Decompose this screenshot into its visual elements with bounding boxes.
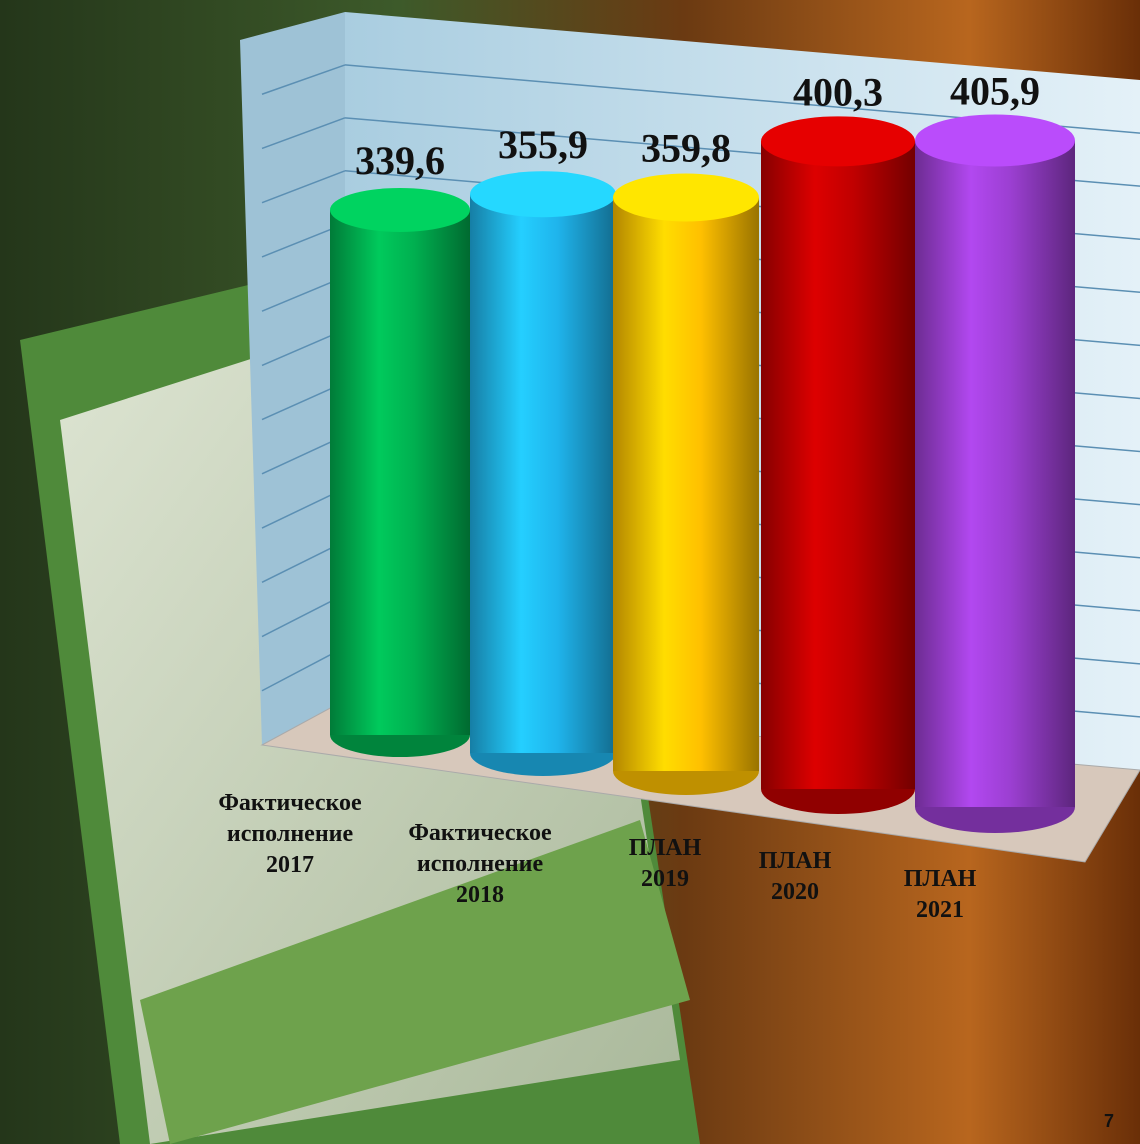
value-label: 355,9	[498, 122, 588, 167]
category-label: ПЛАН 2021	[830, 864, 1050, 926]
value-label: 339,6	[355, 138, 445, 183]
bar	[613, 197, 759, 771]
bar-top	[330, 188, 470, 232]
value-label: 405,9	[950, 69, 1040, 114]
slide: 339,6355,9359,8400,3405,9 7 (() => { con…	[0, 0, 1140, 1144]
value-label: 359,8	[641, 125, 731, 170]
bar-top	[915, 115, 1075, 167]
bar-top	[470, 171, 616, 217]
bar-top	[613, 173, 759, 221]
chart: 339,6 355,9 359,8 400,3 405,9	[0, 0, 1140, 1144]
page-number: 7	[1104, 1111, 1114, 1132]
category-label: Фактическое исполнение 2017	[180, 788, 400, 881]
bar-top	[761, 116, 915, 166]
bar	[761, 141, 915, 789]
bar	[915, 141, 1075, 807]
bar	[470, 194, 616, 753]
value-label: 400,3	[793, 69, 883, 114]
bar	[330, 210, 470, 735]
